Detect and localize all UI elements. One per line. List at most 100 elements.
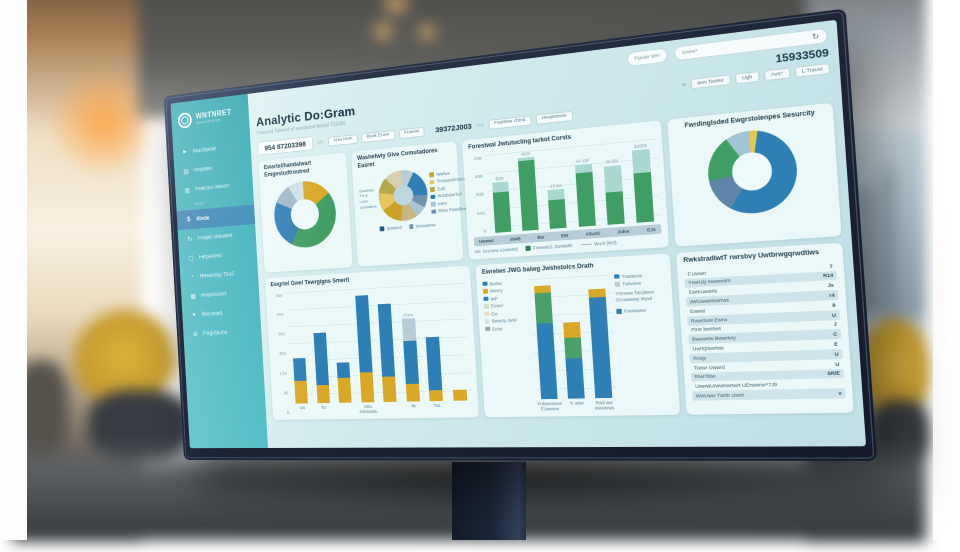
legend-label: Ectur bbox=[492, 325, 503, 332]
card-title: Fwrdinglsded Ewgrstolenpes Sesurcity bbox=[684, 110, 816, 130]
card-table: RwkstradlwtT rwrsbvy Uwtbrwgqrwdtiws F.U… bbox=[676, 242, 854, 415]
toolbar-id-mid-suffix: (w) bbox=[476, 121, 484, 129]
donut-chart-2 bbox=[377, 167, 430, 223]
bar-chart-2: 41ww Uw 4U M54 Jwbwwatu 4b Twi bbox=[284, 282, 473, 415]
y-tick-label: 8 bbox=[483, 228, 487, 234]
sidebar-item-fwgrdautie[interactable]: ⚙ Fwgrdautie bbox=[183, 321, 262, 344]
axis-label: 404B bbox=[509, 236, 521, 242]
legend-label: Irinsuwmw bbox=[415, 222, 436, 229]
button-fasthew-chtral[interactable]: Fasthew chtral bbox=[487, 114, 532, 130]
white-border-right bbox=[933, 0, 960, 540]
legend-swatch bbox=[580, 243, 592, 246]
donut-chart-1 bbox=[272, 178, 338, 250]
legend-label: Berkw bbox=[489, 280, 502, 287]
legend-item: Wdabsturfurt bbox=[430, 191, 467, 199]
legend-swatch bbox=[485, 326, 490, 332]
sidebar-item-icon: ◔ bbox=[190, 273, 194, 281]
sidebar-item-icon: ● bbox=[192, 311, 197, 319]
table-row-label: Rrwjs bbox=[693, 355, 707, 361]
y-tick-label: 500 bbox=[275, 292, 283, 298]
axis-label: Frduwvwrws E1wwww bbox=[537, 400, 563, 412]
legend-label: Frwwwww bbox=[623, 307, 646, 314]
button-ugh[interactable]: Ugh bbox=[734, 70, 760, 85]
table-row-value: 5R/E bbox=[827, 370, 841, 377]
button-aws-tawse[interactable]: aws Tawse bbox=[690, 74, 731, 90]
legend-item: Twlwsew bbox=[614, 279, 664, 287]
legend-item: Ipswtvrd bbox=[379, 224, 402, 232]
table-row-label: WwUww Twrttr Utwrt bbox=[695, 392, 745, 399]
legend-label: Wdabsturfurt bbox=[437, 191, 462, 199]
table-row-label: JWUwwtrtswrtws bbox=[689, 297, 730, 305]
sidebar-item-icon: ⚙ bbox=[192, 331, 198, 338]
button-ania-hum[interactable]: Ania Hum bbox=[327, 133, 358, 147]
x-axis-labels: Uw 4U M54 Jwbwwatu 4b Twi bbox=[291, 402, 472, 415]
plot-area: 41ww bbox=[284, 282, 473, 404]
table-row-value: U bbox=[834, 351, 839, 357]
axis-label: Bw bbox=[537, 234, 545, 241]
button-frasow[interactable]: Frasow bbox=[398, 126, 426, 139]
legend-swatch bbox=[484, 318, 490, 324]
card-donut-2: Washefwty Give Comutadores Easret Gushht… bbox=[351, 141, 467, 267]
card-barchart-1: Forestwal Jwtutucling tarkot Corsts GW 46… bbox=[461, 120, 670, 260]
legend-label: Traswrew bbox=[621, 272, 643, 279]
y-tick-label: 040 bbox=[277, 331, 285, 337]
refresh-icon[interactable]: ↻ bbox=[811, 33, 820, 42]
plot-area bbox=[528, 274, 618, 399]
legend-swatch bbox=[409, 224, 414, 229]
legend-label: IwP bbox=[490, 295, 498, 302]
button-hwqtwtwss[interactable]: Hwqtwtwss bbox=[535, 110, 574, 125]
legend-swatch bbox=[431, 208, 437, 214]
axis-label: Uwwwt bbox=[478, 238, 494, 245]
card-barchart-2: Ewgrtel Gwel Tewrgigns Smertl 500 45w 040 3… bbox=[265, 265, 480, 420]
axis-label: Twi bbox=[433, 402, 440, 408]
legend-item: Berkw bbox=[482, 279, 524, 287]
button-l-traust[interactable]: L.Traust bbox=[794, 62, 831, 78]
legend-item: Eower bbox=[483, 302, 526, 309]
monitor-stand bbox=[452, 462, 526, 540]
legend-label: Bwwrty JwW bbox=[491, 317, 517, 324]
sidebar-item-icon: ▦ bbox=[190, 292, 196, 300]
legend-swatch bbox=[482, 281, 488, 287]
legend-label: Ipswtvrd bbox=[386, 224, 402, 231]
legend-label: Ew bbox=[491, 310, 498, 317]
legend-item: Iown bbox=[431, 199, 468, 207]
axis-label: 4U bbox=[321, 404, 327, 410]
legend-swatch bbox=[614, 281, 620, 287]
button-beak-ecam[interactable]: Beak Ecam bbox=[361, 129, 396, 143]
y-tick-label: .45 bbox=[282, 390, 289, 396]
table-row-value: C bbox=[833, 331, 838, 338]
table-row-value: U bbox=[835, 361, 840, 367]
axis-label: Rw4 ww 4wwwrws bbox=[594, 399, 615, 411]
card-barchart-3: Ewrelws JWG balwg Jwshstolcs Drath Berkw… bbox=[475, 253, 681, 418]
axis-label: Tr wlwt bbox=[569, 400, 584, 406]
axis-label bbox=[379, 403, 402, 413]
table-row-label: RtwrTstw bbox=[694, 373, 716, 380]
bar-value-label: 43 9w bbox=[549, 182, 562, 189]
topbar-field-1[interactable]: Pguiar WH bbox=[626, 47, 669, 68]
white-border-left bbox=[0, 0, 27, 540]
table-row-label: Ftrsr bwtrtws bbox=[691, 326, 722, 333]
table-row-value: v bbox=[838, 390, 842, 397]
axis-label bbox=[335, 404, 358, 414]
y-tick-label: 300 bbox=[279, 351, 286, 357]
table-row-label: Uwrtrjrswrtws bbox=[692, 345, 725, 352]
legend-item: Ekas Fwwdlew bbox=[431, 206, 469, 214]
summary-table: F.Uwwrt 7 YrwrUty twwwwtrs R14 EwrKuwwrts Js J… bbox=[684, 261, 846, 401]
axis-label: M54 Jwbwwatu bbox=[359, 403, 378, 414]
table-row-value: J bbox=[833, 321, 837, 328]
toolbar-buttons-right: Fasthew chtral Hwqtwtwss bbox=[487, 110, 574, 130]
table-row-value: 7 bbox=[829, 263, 833, 269]
bar-chart-3-legend-right-2: Frwwwww bbox=[616, 306, 666, 314]
legend-item: Traswrew bbox=[613, 271, 664, 279]
table-row-value: R14 bbox=[822, 272, 834, 279]
table-row-label: F.Uwwrt bbox=[687, 270, 707, 277]
table-row-label: Twtwr Uwwrd bbox=[693, 364, 726, 371]
main-area: Pguiar WH Snew* ↻ Analytic Do:Gram Fansc… bbox=[248, 20, 866, 448]
card-title: Ewartel/handalwart Emgestudtroutred bbox=[263, 160, 312, 179]
legend-label: Ekas Fwwdlew bbox=[438, 206, 467, 214]
legend-item: IwP bbox=[483, 294, 525, 302]
toolbar-id-left[interactable]: 954 87203398 bbox=[257, 135, 314, 156]
legend-swatch bbox=[430, 186, 435, 192]
button-avs-[interactable]: Avs* bbox=[763, 67, 791, 82]
legend-item: Frwwwts1 Swrdwtls bbox=[525, 243, 573, 251]
